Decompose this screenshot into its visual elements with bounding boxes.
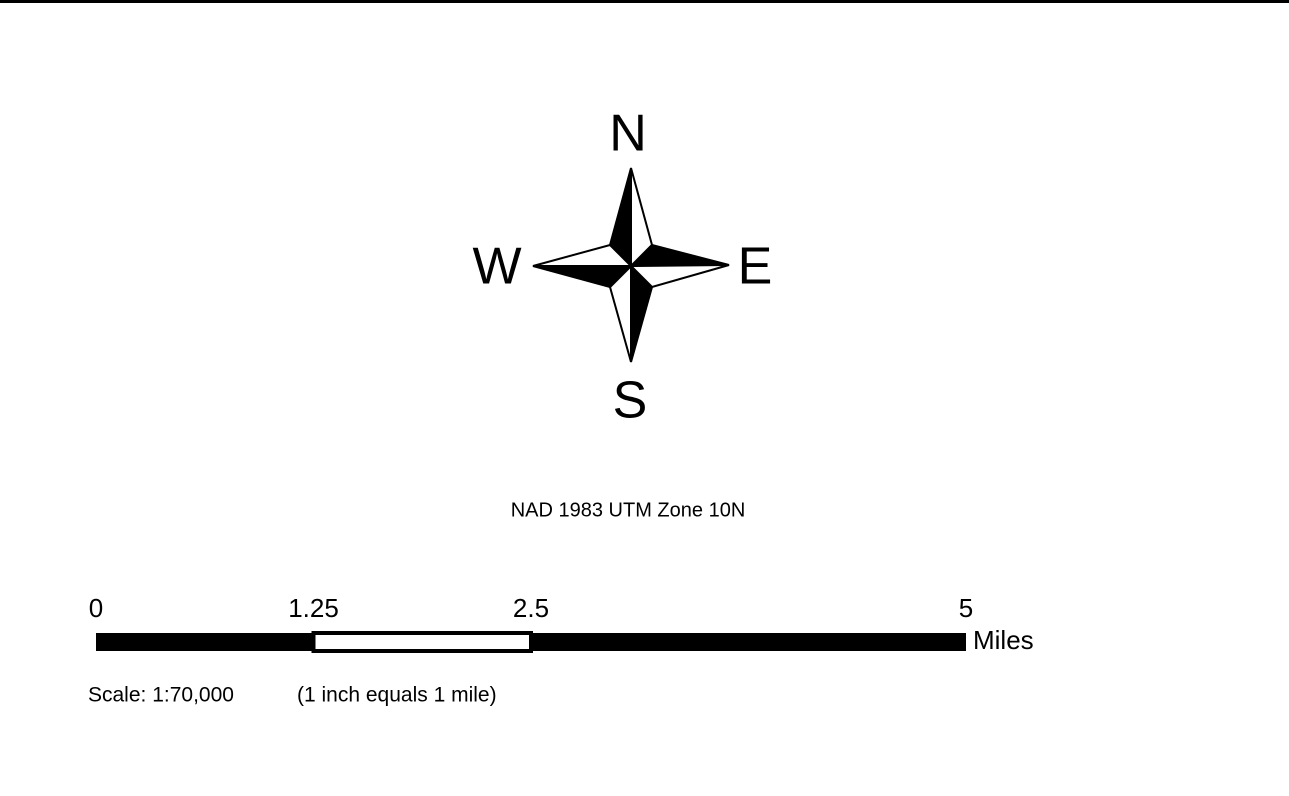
- compass-west: W: [472, 238, 521, 296]
- scale-tick-label: 5: [959, 593, 973, 623]
- scale-text: Scale: 1:70,000: [88, 684, 234, 707]
- scale-segment: [96, 633, 314, 651]
- scale-segment: [311, 631, 533, 653]
- scale-segment: [531, 633, 966, 651]
- compass-south: S: [613, 372, 648, 430]
- scale-tick-label: 1.25: [288, 593, 339, 623]
- top-border: [0, 0, 1289, 3]
- scale-note: (1 inch equals 1 mile): [297, 684, 497, 707]
- compass-north: N: [609, 105, 647, 163]
- compass-rose: [532, 167, 730, 363]
- scale-tick-label: 0: [89, 593, 103, 623]
- scale-tick-label: 2.5: [513, 593, 549, 623]
- compass-east: E: [738, 238, 773, 296]
- west-arm-light: [532, 243, 634, 267]
- scale-units: Miles: [973, 625, 1034, 655]
- projection: NAD 1983 UTM Zone 10N: [511, 499, 746, 521]
